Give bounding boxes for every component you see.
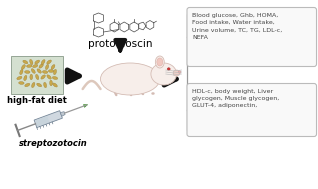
Text: protodioscin: protodioscin (88, 39, 153, 49)
Ellipse shape (39, 64, 43, 68)
Ellipse shape (33, 64, 38, 68)
Polygon shape (34, 111, 62, 128)
Ellipse shape (17, 76, 22, 80)
Ellipse shape (48, 70, 54, 72)
Ellipse shape (52, 77, 58, 80)
Ellipse shape (53, 69, 57, 75)
Polygon shape (84, 105, 87, 107)
Ellipse shape (36, 74, 39, 80)
Ellipse shape (50, 80, 52, 86)
Ellipse shape (20, 69, 23, 75)
FancyBboxPatch shape (187, 84, 316, 136)
Ellipse shape (51, 65, 55, 69)
Ellipse shape (100, 63, 160, 95)
Text: high-fat diet: high-fat diet (7, 96, 67, 105)
Ellipse shape (37, 83, 42, 87)
Ellipse shape (24, 70, 30, 73)
Ellipse shape (31, 69, 35, 73)
Ellipse shape (45, 64, 49, 70)
Ellipse shape (53, 83, 57, 87)
Ellipse shape (44, 82, 47, 88)
FancyBboxPatch shape (11, 56, 63, 94)
Ellipse shape (157, 58, 163, 66)
Text: Blood glucose, Ghb, HOMA,
Food intake, Water intake,
Urine volume, TC, TG, LDL-c: Blood glucose, Ghb, HOMA, Food intake, W… (192, 13, 283, 40)
Ellipse shape (41, 60, 45, 64)
Ellipse shape (42, 70, 48, 74)
Polygon shape (35, 116, 49, 126)
Ellipse shape (31, 82, 35, 88)
Ellipse shape (25, 83, 30, 87)
Ellipse shape (173, 70, 180, 76)
Ellipse shape (23, 60, 28, 64)
Ellipse shape (30, 74, 33, 80)
Ellipse shape (151, 63, 176, 85)
Ellipse shape (47, 75, 51, 79)
Ellipse shape (156, 56, 164, 68)
Ellipse shape (21, 65, 25, 69)
Ellipse shape (19, 82, 24, 84)
Ellipse shape (167, 68, 170, 70)
FancyBboxPatch shape (187, 8, 316, 67)
Ellipse shape (47, 60, 52, 64)
Polygon shape (60, 112, 65, 116)
Text: HDL-c, body weight, Liver
glycogen, Muscle glycogen,
GLUT-4, adiponectin,: HDL-c, body weight, Liver glycogen, Musc… (192, 89, 280, 108)
Ellipse shape (37, 69, 41, 73)
Ellipse shape (35, 60, 39, 64)
Ellipse shape (24, 75, 27, 81)
Ellipse shape (30, 59, 33, 65)
Ellipse shape (41, 75, 45, 79)
Ellipse shape (27, 65, 32, 67)
Text: streptozotocin: streptozotocin (19, 139, 87, 148)
Ellipse shape (178, 71, 181, 73)
